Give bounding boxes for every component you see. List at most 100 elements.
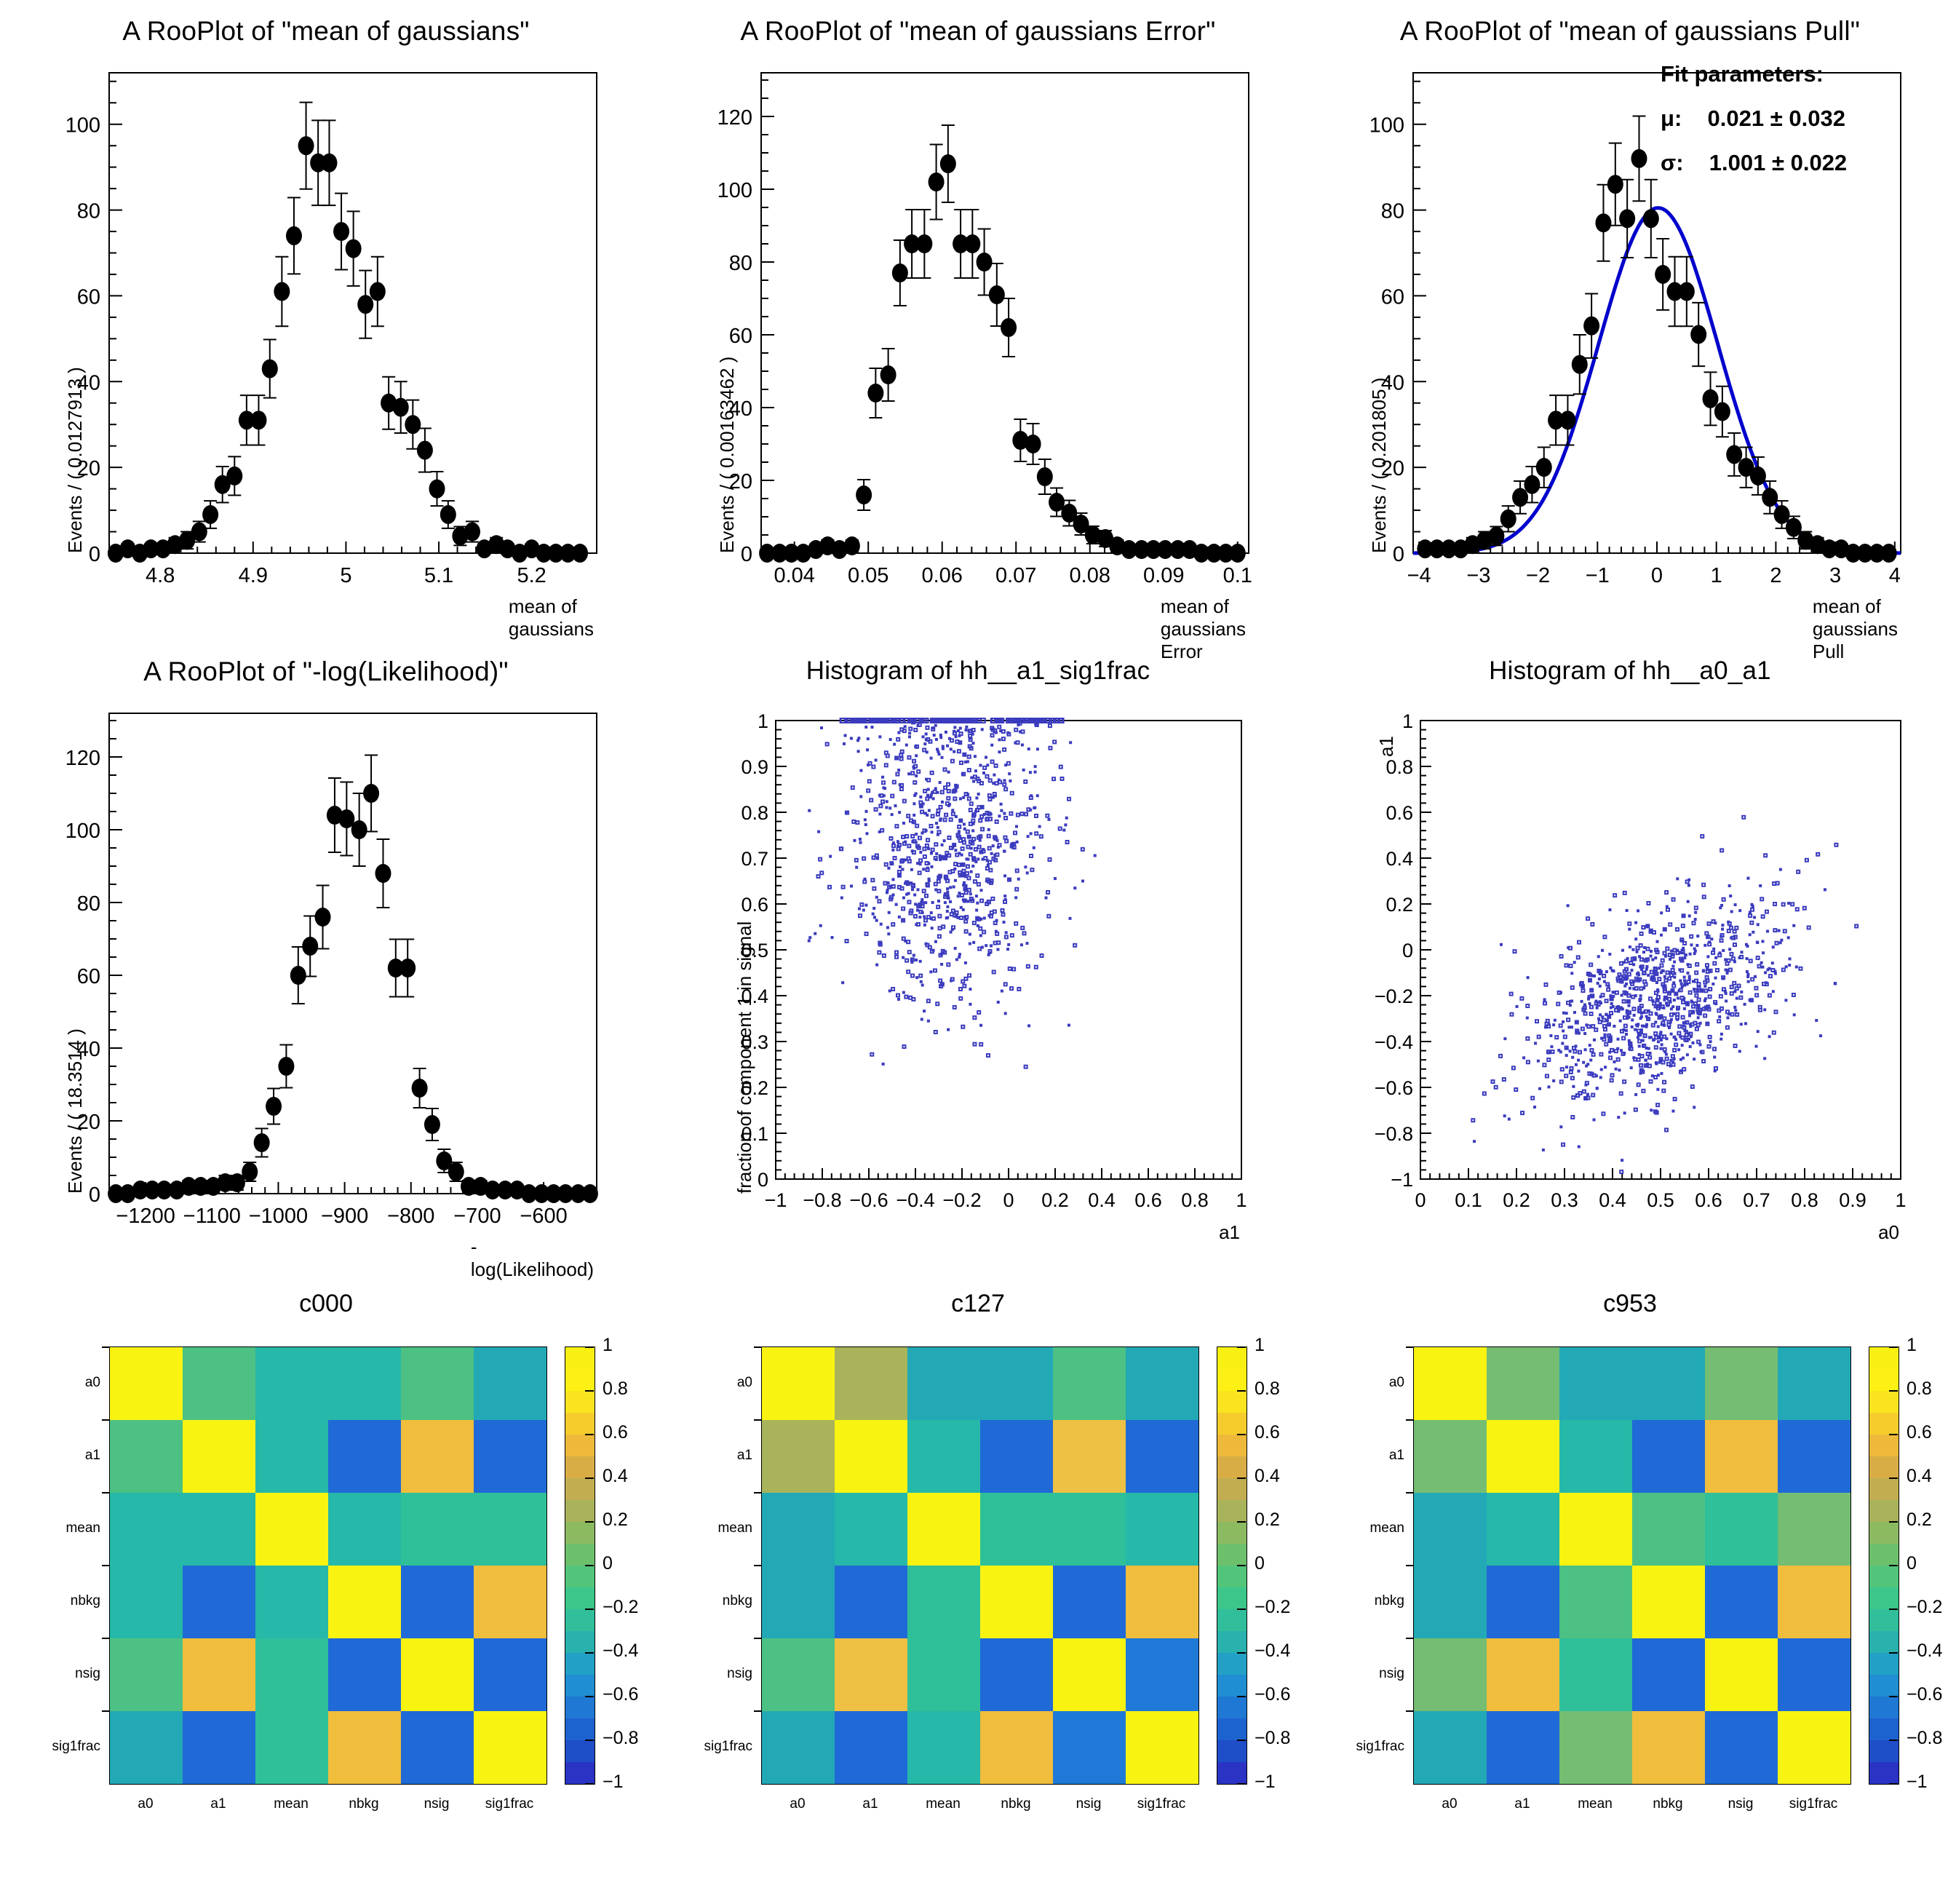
scatter-marker	[1562, 1020, 1565, 1023]
scatter-marker	[1678, 988, 1683, 993]
data-point	[1061, 504, 1078, 523]
scatter-marker	[1693, 1001, 1698, 1006]
scatter-marker	[1597, 955, 1600, 959]
scatter-marker	[1565, 1066, 1568, 1069]
scatter-marker	[844, 811, 848, 814]
scatter-marker	[953, 946, 957, 950]
scatter-marker	[944, 812, 949, 817]
scatter-marker	[913, 802, 916, 806]
colorbar-segment	[1869, 1718, 1899, 1740]
scatter-marker	[936, 790, 939, 794]
scatter-marker	[1784, 965, 1788, 969]
x-tick-label: −4	[1407, 564, 1431, 587]
scatter-marker	[1048, 745, 1053, 750]
scatter-marker	[1585, 1064, 1589, 1068]
matrix-cell	[328, 1638, 401, 1711]
x-axis-title: -log(Likelihood)	[470, 1236, 595, 1280]
scatter-marker	[1542, 1063, 1547, 1068]
scatter-marker	[871, 912, 875, 916]
scatter-marker	[1664, 1052, 1668, 1056]
colorbar-segment	[1869, 1544, 1899, 1566]
scatter-marker	[958, 742, 962, 745]
scatter-marker	[1612, 969, 1615, 973]
scatter-marker	[1753, 916, 1757, 919]
scatter-marker	[1671, 897, 1676, 902]
scatter-marker	[1627, 999, 1631, 1003]
scatter-marker	[971, 829, 975, 833]
scatter-marker	[896, 737, 901, 742]
scatter-marker	[1619, 1170, 1624, 1175]
matrix-cell	[1126, 1347, 1198, 1420]
scatter-marker	[1643, 945, 1647, 949]
scatter-marker	[1732, 929, 1737, 934]
scatter-marker	[1726, 958, 1731, 963]
scatter-marker	[1749, 920, 1754, 925]
scatter-marker	[1058, 764, 1063, 769]
scatter-marker	[978, 834, 983, 839]
scatter-marker	[878, 735, 882, 739]
data-point	[560, 544, 576, 563]
scatter-marker	[978, 818, 983, 823]
scatter-marker	[1701, 969, 1705, 973]
x-tick-label: 2	[1770, 564, 1781, 587]
data-point	[497, 1181, 514, 1199]
x-tick-label: 0.5	[1647, 1189, 1674, 1211]
scatter-marker	[958, 916, 963, 921]
scatter-marker	[914, 841, 918, 844]
matrix-cell	[1126, 1493, 1198, 1566]
data-point	[228, 1173, 245, 1192]
scatter-marker	[1067, 796, 1072, 801]
scatter-marker	[863, 818, 867, 822]
scatter-marker	[990, 733, 995, 738]
scatter-marker	[1621, 948, 1625, 952]
data-point	[1524, 475, 1540, 494]
scatter-marker	[918, 959, 922, 963]
matrix-row-label-mean: mean	[65, 1520, 100, 1536]
scatter-marker	[1773, 1009, 1778, 1015]
scatter-marker	[1624, 1028, 1628, 1032]
scatter-marker	[971, 921, 977, 926]
scatter-marker	[1738, 909, 1742, 913]
scatter-marker	[972, 1042, 977, 1047]
scatter-marker	[910, 868, 913, 871]
data-series	[759, 124, 1246, 563]
y-tick-label: 0.6	[741, 894, 768, 916]
scatter-marker	[1609, 1010, 1614, 1015]
colorbar-tick-label: 0.8	[1255, 1379, 1280, 1399]
scatter-marker	[934, 787, 937, 790]
matrix-cell	[1487, 1638, 1559, 1711]
scatter-marker	[1004, 763, 1008, 767]
scatter-marker	[827, 884, 832, 889]
scatter-marker	[839, 846, 844, 852]
scatter-marker	[979, 917, 983, 921]
scatter-marker	[1033, 964, 1038, 969]
scatter-marker	[929, 796, 933, 799]
scatter-marker	[919, 980, 923, 983]
scatter-marker	[990, 852, 993, 855]
scatter-marker	[907, 892, 910, 895]
scatter-marker	[1770, 967, 1776, 972]
data-point	[904, 234, 921, 253]
data-point	[266, 1097, 282, 1116]
scatter-marker	[1696, 1004, 1700, 1007]
scatter-marker	[1674, 1042, 1679, 1047]
scatter-marker	[1589, 1048, 1594, 1053]
scatter-marker	[1559, 1050, 1562, 1054]
scatter-marker	[967, 835, 971, 838]
scatter-marker	[927, 877, 931, 881]
scatter-marker	[1565, 1012, 1568, 1015]
scatter-marker	[953, 796, 958, 801]
scatter-marker	[859, 902, 864, 907]
scatter-marker	[905, 958, 910, 963]
scatter-marker	[1673, 975, 1677, 979]
scatter-marker	[1623, 1111, 1626, 1115]
scatter-marker	[1638, 1063, 1643, 1068]
scatter-marker	[1804, 857, 1809, 862]
data-point	[795, 544, 811, 563]
scatter-marker	[963, 875, 967, 878]
scatter-marker	[1687, 884, 1690, 887]
scatter-marker	[987, 817, 993, 822]
scatter-marker	[885, 800, 888, 804]
scatter-marker	[874, 853, 879, 858]
x-tick-label: 0.4	[1088, 1189, 1116, 1211]
